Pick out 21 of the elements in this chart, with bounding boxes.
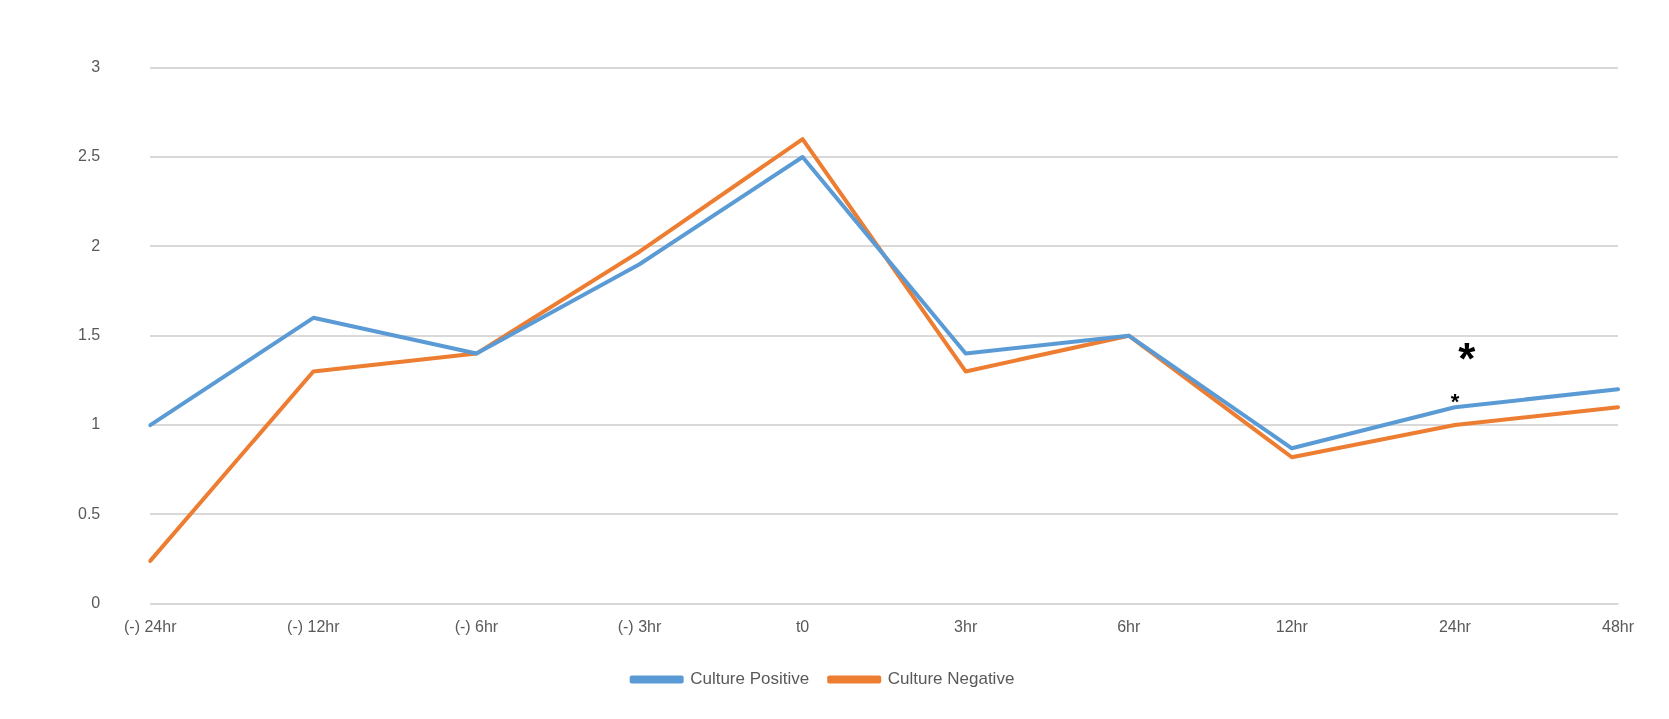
x-tick-label: 3hr — [954, 617, 978, 635]
x-tick-label: 24hr — [1438, 617, 1472, 635]
y-tick-label: 2 — [91, 236, 101, 254]
x-tick-label: 12hr — [1275, 617, 1309, 635]
y-tick-label: 0 — [91, 594, 101, 612]
y-tick-label: 2.5 — [77, 147, 101, 165]
annotation: * — [1458, 334, 1477, 384]
x-tick-label: (-) 12hr — [287, 617, 341, 635]
y-tick-label: 0.5 — [77, 504, 101, 522]
x-tick-label: (-) 24hr — [124, 617, 178, 635]
x-tick-label: (-) 3hr — [617, 617, 662, 635]
y-tick-label: 1.5 — [77, 326, 101, 344]
x-tick-label: t0 — [795, 617, 810, 635]
x-tick-label: 48hr — [1601, 617, 1635, 635]
y-tick-label: 1 — [91, 415, 101, 433]
legend-label: Culture Negative — [887, 669, 1015, 689]
x-tick-label: (-) 6hr — [454, 617, 499, 635]
x-tick-label: 6hr — [1117, 617, 1141, 635]
annotation: * — [1450, 389, 1460, 415]
y-tick-label: 3 — [91, 58, 101, 76]
legend-label: Culture Positive — [690, 669, 810, 689]
